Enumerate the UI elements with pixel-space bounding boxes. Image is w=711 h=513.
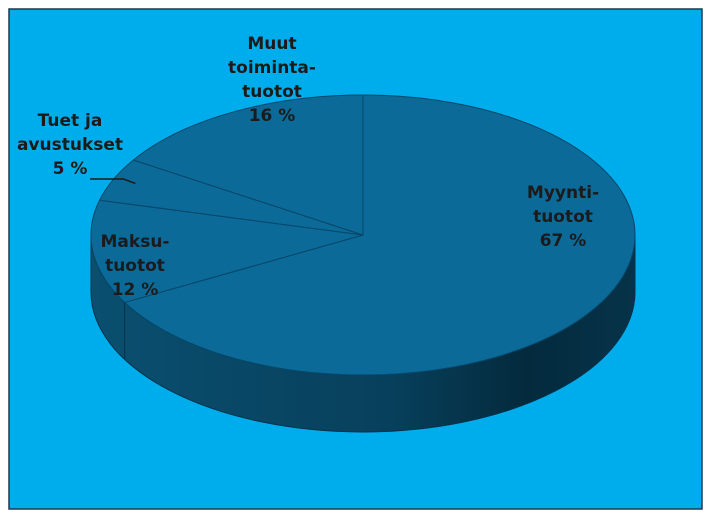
slice-label: Muut toiminta- tuotot 16 %	[228, 32, 316, 128]
pie-slice	[123, 94, 636, 376]
category-label: Tuet ja avustukset	[16, 111, 124, 155]
slice-label: Myynti- tuotot 67 %	[527, 181, 599, 253]
leader-line	[90, 178, 136, 185]
pie-slice	[132, 94, 364, 236]
slice-label: Maksu- tuotot 12 %	[101, 230, 170, 302]
value-label: 12 %	[111, 280, 159, 300]
value-label: 67 %	[539, 231, 587, 251]
category-label: Myynti- tuotot	[526, 183, 600, 227]
slice-label: Tuet ja avustukset 5 %	[17, 109, 123, 181]
value-label: 5 %	[52, 159, 88, 179]
category-label: Maksu- tuotot	[100, 232, 170, 276]
category-label: Muut toiminta- tuotot	[228, 34, 316, 102]
pie-slice	[90, 199, 364, 304]
value-label: 16 %	[248, 106, 296, 126]
